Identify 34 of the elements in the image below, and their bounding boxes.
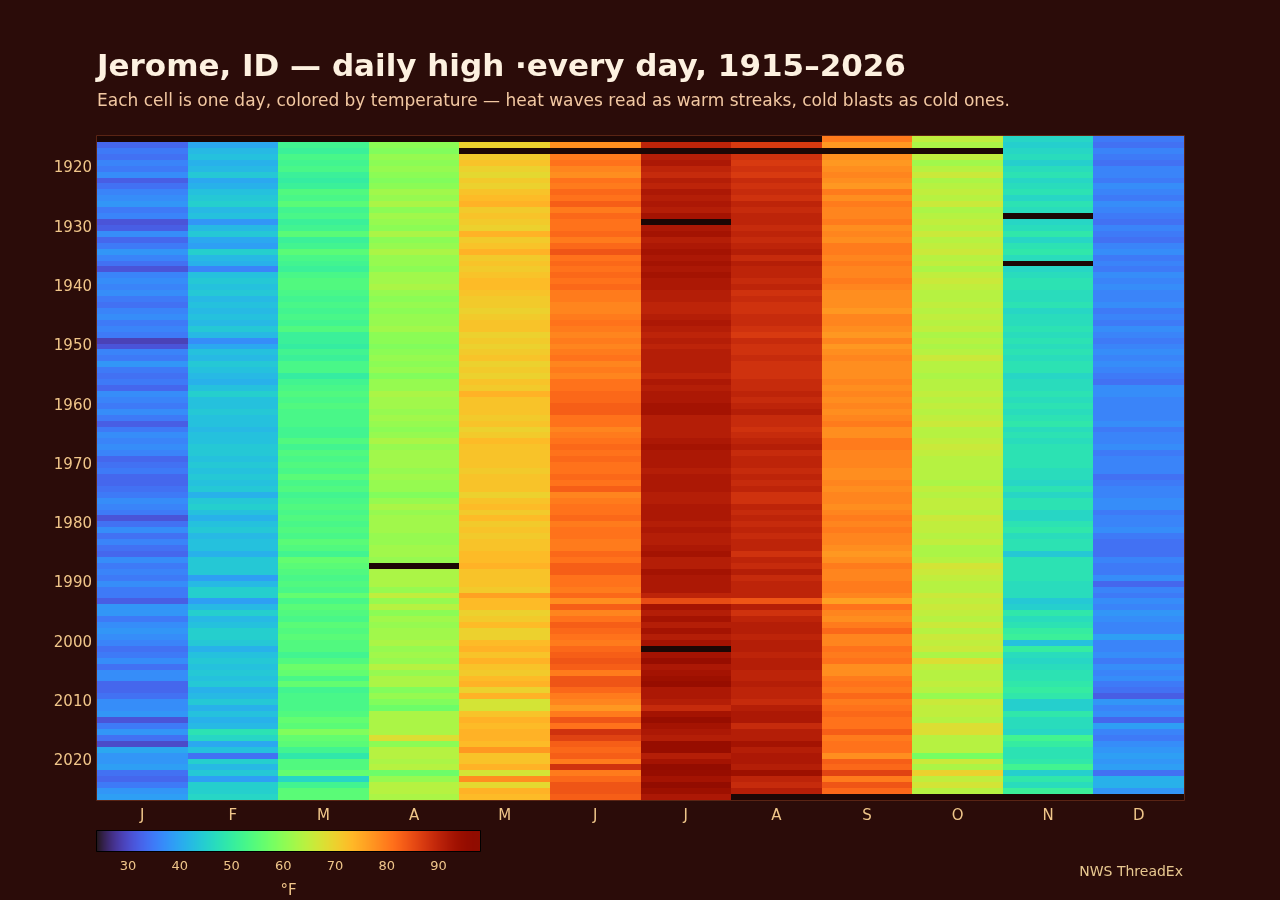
- y-tick-label: 2000: [53, 632, 92, 651]
- chart-subtitle: Each cell is one day, colored by temperature — heat waves read as warm streaks, cold blasts as cold ones.: [97, 89, 1010, 111]
- y-tick-label: 1980: [53, 514, 92, 533]
- color-bar-label: 70: [326, 858, 344, 874]
- x-tick-label: S: [862, 805, 872, 824]
- x-tick-label: M: [498, 805, 512, 824]
- chart-title: Jerome, ID — daily high ·every day, 1915–2026: [97, 46, 906, 85]
- x-tick-label: D: [1132, 805, 1145, 824]
- color-bar-label: 60: [275, 858, 292, 874]
- y-tick-label: 1940: [53, 277, 92, 296]
- x-tick-label: A: [408, 805, 420, 824]
- y-tick-label: 1970: [53, 454, 92, 473]
- color-bar-title: °F: [280, 880, 297, 899]
- x-tick-label: J: [139, 805, 145, 824]
- color-bar-label: 40: [171, 858, 189, 874]
- x-tick-label: A: [771, 805, 783, 824]
- y-tick-label: 1920: [53, 158, 92, 177]
- x-tick-label: O: [951, 805, 964, 824]
- x-tick-label: J: [591, 805, 598, 824]
- color-bar-label: 80: [378, 858, 396, 874]
- color-bar-label: 50: [223, 858, 240, 874]
- y-tick-label: 1990: [53, 573, 92, 592]
- x-tick-label: J: [682, 805, 689, 824]
- x-tick-label: F: [228, 805, 238, 824]
- y-tick-label: 1930: [53, 217, 92, 236]
- color-bar-label: 90: [430, 858, 447, 874]
- text: NWS ThreadEx: [1079, 862, 1183, 880]
- x-tick-label: M: [316, 805, 330, 824]
- y-tick-label: 1960: [53, 395, 92, 414]
- color-bar-label: 30: [119, 858, 137, 874]
- y-tick-label: 2020: [53, 751, 92, 770]
- y-tick-label: 2010: [53, 692, 92, 711]
- x-tick-label: N: [1042, 805, 1054, 824]
- y-tick-label: 1950: [53, 336, 92, 355]
